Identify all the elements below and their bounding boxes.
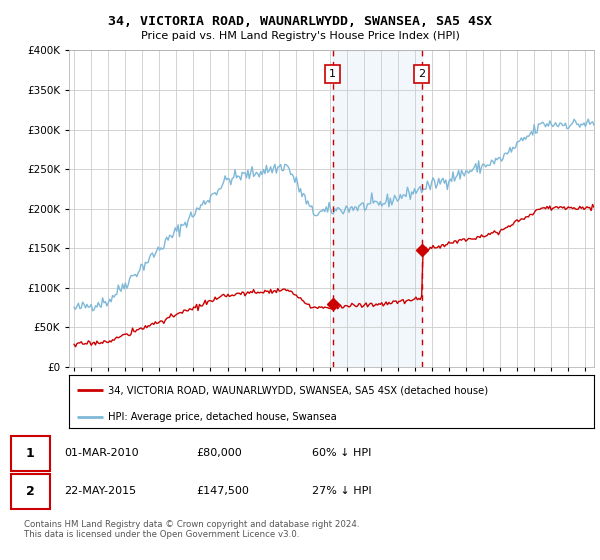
Text: 1: 1 [329, 69, 336, 79]
Bar [332, 50, 422, 367]
Text: Contains HM Land Registry data © Crown copyright and database right 2024.
This d: Contains HM Land Registry data © Crown c… [24, 520, 359, 539]
Text: 01-MAR-2010: 01-MAR-2010 [64, 449, 139, 459]
Text: 34, VICTORIA ROAD, WAUNARLWYDD, SWANSEA, SA5 4SX (detached house): 34, VICTORIA ROAD, WAUNARLWYDD, SWANSEA,… [109, 385, 488, 395]
FancyBboxPatch shape [11, 474, 50, 508]
FancyBboxPatch shape [11, 436, 50, 471]
Text: Price paid vs. HM Land Registry's House Price Index (HPI): Price paid vs. HM Land Registry's House … [140, 31, 460, 41]
Text: 27% ↓ HPI: 27% ↓ HPI [311, 486, 371, 496]
Text: 2: 2 [418, 69, 425, 79]
Text: £147,500: £147,500 [196, 486, 249, 496]
Text: 60% ↓ HPI: 60% ↓ HPI [311, 449, 371, 459]
Text: £80,000: £80,000 [196, 449, 242, 459]
Text: HPI: Average price, detached house, Swansea: HPI: Average price, detached house, Swan… [109, 412, 337, 422]
Text: 22-MAY-2015: 22-MAY-2015 [64, 486, 136, 496]
Text: 34, VICTORIA ROAD, WAUNARLWYDD, SWANSEA, SA5 4SX: 34, VICTORIA ROAD, WAUNARLWYDD, SWANSEA,… [108, 15, 492, 28]
Text: 1: 1 [26, 447, 35, 460]
Text: 2: 2 [26, 485, 35, 498]
